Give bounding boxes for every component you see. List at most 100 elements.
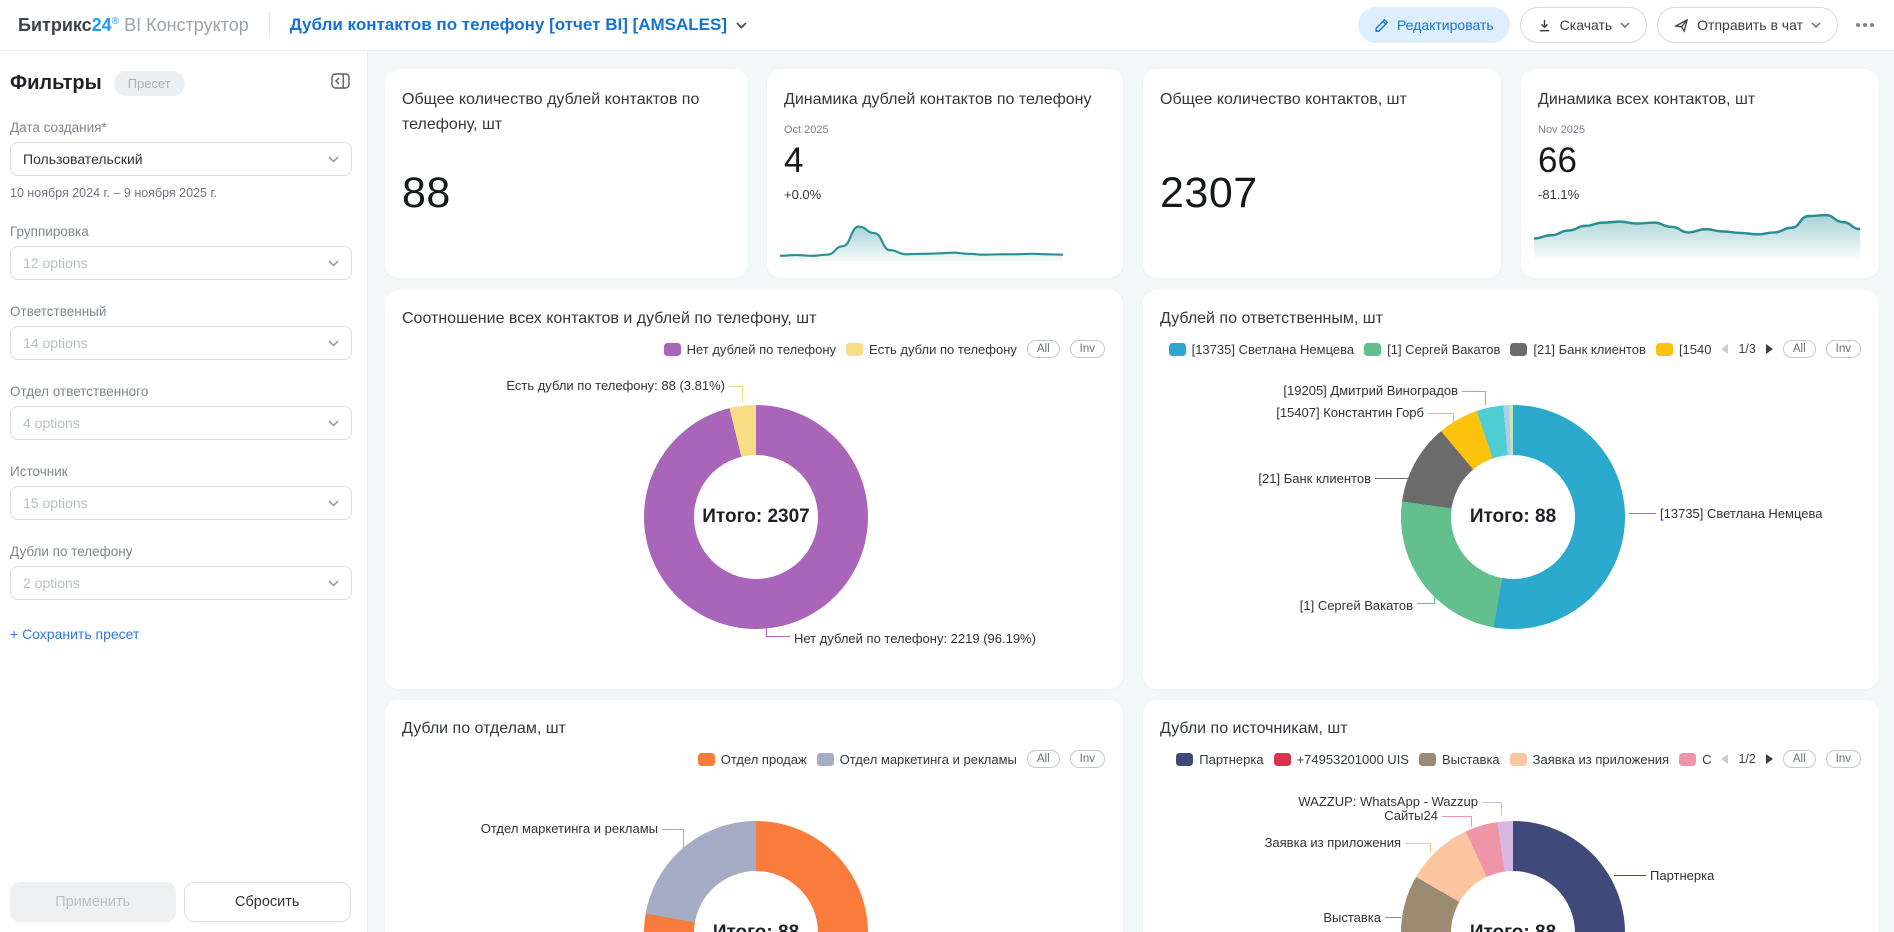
chevron-down-icon (1620, 22, 1630, 28)
legend-item[interactable]: [1540 (1655, 342, 1711, 357)
phone-dupes-placeholder: 2 options (23, 575, 80, 591)
legend-item[interactable]: С (1679, 752, 1711, 767)
callout-connector (729, 386, 743, 402)
legend-label: Выставка (1441, 751, 1500, 767)
download-button-label: Скачать (1559, 17, 1613, 33)
logo-bitrix: Битрикс (18, 14, 92, 35)
kpi-card-dupes-dynamics: Динамика дублей контактов по телефону Oc… (767, 69, 1123, 278)
legend-label: Есть дубли по телефону (869, 341, 1017, 357)
callout-connector (1405, 843, 1431, 853)
send-to-chat-button[interactable]: Отправить в чат (1657, 7, 1838, 43)
legend-item[interactable]: +74953201000 UIS (1273, 752, 1409, 767)
kpi-delta: -81.1% (1538, 187, 1580, 202)
chart-callout: [19205] Дмитрий Виноградов (1283, 383, 1458, 398)
legend-all-button[interactable]: All (1026, 340, 1060, 358)
legend-prev-page-icon[interactable] (1721, 754, 1729, 764)
legend-swatch (1364, 342, 1382, 356)
donut-chart-sources[interactable] (1401, 821, 1625, 932)
legend-item[interactable]: [1] Сергей Вакатов (1364, 342, 1500, 357)
donut-chart-responsible[interactable] (1401, 405, 1625, 629)
legend-item[interactable]: Есть дубли по телефону (846, 342, 1017, 357)
legend-label: [1] Сергей Вакатов (1387, 341, 1501, 357)
dashboard-area: Общее количество дублей контактов по тел… (368, 51, 1894, 932)
responsible-placeholder: 14 options (23, 335, 88, 351)
pencil-icon (1375, 18, 1389, 32)
legend-item[interactable]: Нет дублей по телефону (663, 342, 836, 357)
download-button[interactable]: Скачать (1519, 7, 1648, 43)
legend-item[interactable]: Заявка из приложения (1509, 752, 1669, 767)
logo-suffix: BI Конструктор (124, 14, 249, 35)
report-title-dropdown[interactable]: Дубли контактов по телефону [отчет BI] [… (290, 15, 747, 35)
kpi-card-total-dupes: Общее количество дублей контактов по тел… (385, 69, 748, 278)
department-placeholder: 4 options (23, 415, 80, 431)
donut-chart-ratio[interactable] (644, 405, 868, 629)
save-preset-link[interactable]: + Сохранить пресет (10, 626, 140, 642)
legend-swatch (1509, 752, 1527, 766)
collapse-panel-icon[interactable] (329, 71, 352, 96)
apply-button[interactable]: Применить (10, 882, 176, 922)
legend-inv-button[interactable]: Inv (1069, 750, 1105, 768)
callout-connector (1375, 478, 1415, 479)
preset-badge: Пресет (113, 71, 185, 96)
filter-label-department: Отдел ответственного (10, 384, 149, 399)
chart-callout: [1] Сергей Вакатов (1299, 598, 1413, 613)
legend-label: Отдел продаж (720, 751, 807, 767)
chart-callout: Партнерка (1650, 868, 1715, 883)
chevron-down-icon (328, 155, 339, 163)
kpi-period: Oct 2025 (784, 124, 829, 136)
edit-button[interactable]: Редактировать (1357, 7, 1510, 43)
legend-item[interactable]: [21] Банк клиентов (1510, 342, 1646, 357)
callout-connector (1442, 816, 1472, 826)
chevron-down-icon (328, 419, 339, 427)
filter-label-source: Источник (10, 464, 68, 479)
kpi-title: Динамика всех контактов, шт (1538, 91, 1756, 108)
chevron-down-icon (736, 21, 747, 29)
date-created-select[interactable]: Пользовательский (10, 142, 352, 176)
legend-swatch (1418, 752, 1436, 766)
kpi-delta: +0.0% (784, 187, 822, 202)
legend-swatch (1168, 342, 1186, 356)
legend-inv-button[interactable]: Inv (1069, 340, 1105, 358)
reset-button[interactable]: Сбросить (183, 882, 351, 922)
chart-title: Соотношение всех контактов и дублей по т… (402, 310, 817, 327)
chart-legend: Нет дублей по телефону Есть дубли по тел… (663, 340, 1105, 358)
legend-page-indicator: 1/2 (1738, 752, 1756, 766)
legend-item[interactable]: [13735] Светлана Немцева (1168, 342, 1354, 357)
legend-prev-page-icon[interactable] (1721, 344, 1729, 354)
legend-item[interactable]: Партнерка (1176, 752, 1264, 767)
grouping-placeholder: 12 options (23, 255, 88, 271)
legend-swatch (1176, 752, 1194, 766)
chart-card-responsible: Дублей по ответственным, шт [13735] Свет… (1143, 290, 1879, 689)
legend-item[interactable]: Отдел продаж (697, 751, 807, 767)
chart-callout: Нет дублей по телефону: 2219 (96.19%) (794, 631, 1036, 646)
legend-swatch (1273, 752, 1291, 766)
legend-all-button[interactable]: All (1026, 750, 1060, 768)
chart-card-ratio: Соотношение всех контактов и дублей по т… (385, 290, 1123, 689)
legend-all-button[interactable]: All (1782, 340, 1816, 358)
legend-item[interactable]: Выставка (1418, 751, 1500, 767)
responsible-select[interactable]: 14 options (10, 326, 352, 360)
legend-swatch (697, 752, 715, 766)
legend-next-page-icon[interactable] (1765, 344, 1773, 354)
send-to-chat-label: Отправить в чат (1697, 17, 1803, 33)
phone-dupes-select[interactable]: 2 options (10, 566, 352, 600)
date-created-value: Пользовательский (23, 151, 143, 167)
more-menu-button[interactable] (1854, 17, 1876, 33)
sparkline-chart (1534, 213, 1861, 258)
legend-next-page-icon[interactable] (1765, 754, 1773, 764)
logo-reg-mark: ® (111, 15, 120, 27)
legend-all-button[interactable]: All (1782, 750, 1816, 768)
legend-inv-button[interactable]: Inv (1825, 340, 1861, 358)
legend-swatch (1679, 752, 1697, 766)
grouping-select[interactable]: 12 options (10, 246, 352, 280)
legend-inv-button[interactable]: Inv (1825, 750, 1861, 768)
legend-item[interactable]: Отдел маркетинга и рекламы (816, 752, 1017, 767)
chevron-down-icon (328, 579, 339, 587)
source-select[interactable]: 15 options (10, 486, 352, 520)
source-placeholder: 15 options (23, 495, 88, 511)
chevron-down-icon (328, 339, 339, 347)
chart-callout: [13735] Светлана Немцева (1660, 506, 1823, 521)
chart-callout: Отдел маркетинга и рекламы (480, 821, 658, 836)
department-select[interactable]: 4 options (10, 406, 352, 440)
